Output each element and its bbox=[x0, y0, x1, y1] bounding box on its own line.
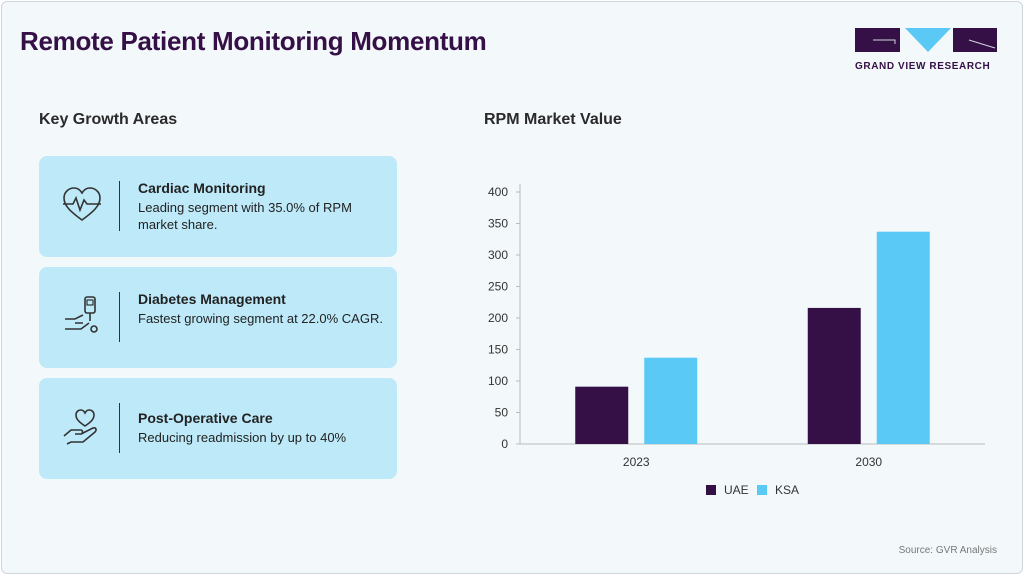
chart-title: RPM Market Value bbox=[484, 111, 622, 128]
legend-label: KSA bbox=[775, 483, 799, 497]
y-tick-label: 400 bbox=[488, 185, 508, 199]
legend-swatch-ksa bbox=[757, 485, 767, 495]
card-title: Cardiac Monitoring bbox=[138, 180, 266, 196]
y-tick-label: 200 bbox=[488, 311, 508, 325]
separator bbox=[119, 403, 120, 453]
bar-uae-2030 bbox=[807, 307, 861, 444]
y-tick-label: 150 bbox=[488, 343, 508, 357]
card-diabetes: Diabetes Management Fastest growing segme… bbox=[39, 267, 397, 368]
card-desc: Fastest growing segment at 22.0% CAGR. bbox=[138, 311, 383, 326]
bar-ksa-2023 bbox=[644, 357, 698, 444]
logo-text: GRAND VIEW RESEARCH bbox=[855, 61, 991, 72]
gvr-logo: GRAND VIEW RESEARCH bbox=[855, 28, 997, 72]
y-tick-label: 300 bbox=[488, 248, 508, 262]
x-tick-label: 2023 bbox=[623, 455, 650, 469]
bar-ksa-2030 bbox=[876, 231, 930, 444]
card-title: Diabetes Management bbox=[138, 291, 286, 307]
heart-pulse-icon bbox=[63, 187, 101, 221]
y-tick-label: 250 bbox=[488, 280, 508, 294]
bar-uae-2023 bbox=[575, 386, 629, 444]
card-postop: Post-Operative Care Reducing readmission … bbox=[39, 378, 397, 479]
y-tick-label: 50 bbox=[495, 406, 509, 420]
card-title: Post-Operative Care bbox=[138, 410, 273, 426]
heart-in-hand-icon bbox=[63, 409, 97, 445]
card-desc: Leading segment with 35.0% of RPM market… bbox=[138, 200, 352, 232]
card-desc: Reducing readmission by up to 40% bbox=[138, 430, 347, 445]
separator bbox=[119, 292, 120, 342]
x-tick-label: 2030 bbox=[855, 455, 882, 469]
growth-areas-heading: Key Growth Areas bbox=[39, 111, 178, 128]
y-tick-label: 0 bbox=[501, 437, 508, 451]
source-note: Source: GVR Analysis bbox=[898, 545, 997, 556]
y-tick-label: 100 bbox=[488, 374, 508, 388]
separator bbox=[119, 181, 120, 231]
y-tick-label: 350 bbox=[488, 217, 508, 231]
page-title: Remote Patient Monitoring Momentum bbox=[20, 26, 487, 56]
glucose-meter-hand-icon bbox=[65, 296, 98, 333]
legend-label: UAE bbox=[724, 483, 749, 497]
gvr-logo-icon bbox=[855, 28, 997, 52]
card-cardiac: Cardiac Monitoring Leading segment with 3… bbox=[39, 156, 397, 257]
legend-swatch-uae bbox=[706, 485, 716, 495]
